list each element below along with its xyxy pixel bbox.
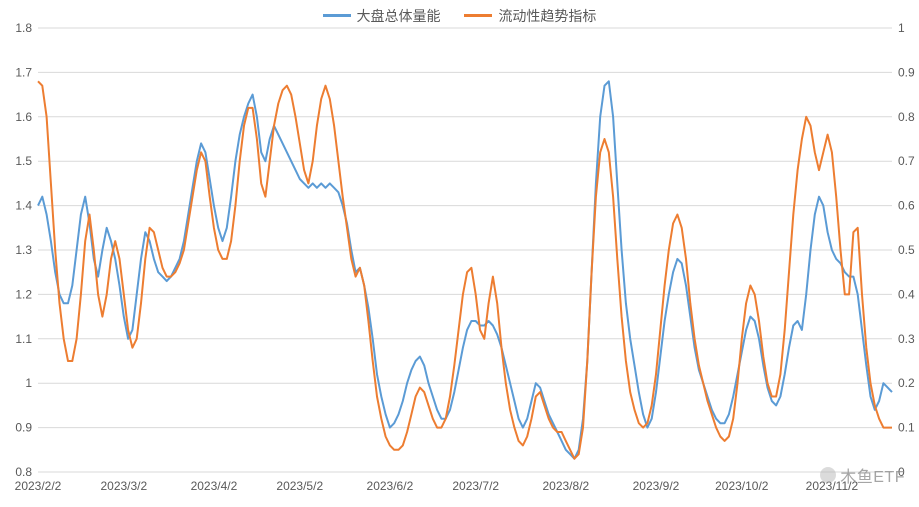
legend-label-2: 流动性趋势指标 [498, 6, 596, 26]
svg-text:0: 0 [898, 465, 905, 479]
legend-swatch-1 [323, 14, 351, 17]
svg-text:0.7: 0.7 [898, 154, 915, 168]
svg-text:1.3: 1.3 [15, 243, 32, 257]
svg-text:2023/4/2: 2023/4/2 [191, 479, 238, 493]
legend-item-series1: 大盘总体量能 [323, 6, 441, 26]
svg-text:1.4: 1.4 [15, 199, 32, 213]
svg-text:1.6: 1.6 [15, 110, 32, 124]
legend: 大盘总体量能 流动性趋势指标 [0, 4, 919, 26]
svg-text:1: 1 [25, 376, 32, 390]
svg-text:2023/8/2: 2023/8/2 [542, 479, 589, 493]
svg-text:1.2: 1.2 [15, 287, 32, 301]
legend-label-1: 大盘总体量能 [357, 6, 441, 26]
svg-text:1.5: 1.5 [15, 154, 32, 168]
svg-text:0.3: 0.3 [898, 332, 915, 346]
svg-text:2023/3/2: 2023/3/2 [100, 479, 147, 493]
svg-text:0.9: 0.9 [15, 421, 32, 435]
svg-text:2023/2/2: 2023/2/2 [15, 479, 62, 493]
svg-text:0.9: 0.9 [898, 65, 915, 79]
svg-text:1.7: 1.7 [15, 65, 32, 79]
svg-text:2023/10/2: 2023/10/2 [715, 479, 769, 493]
svg-text:2023/6/2: 2023/6/2 [367, 479, 414, 493]
svg-text:2023/5/2: 2023/5/2 [276, 479, 323, 493]
legend-item-series2: 流动性趋势指标 [464, 6, 596, 26]
svg-text:2023/9/2: 2023/9/2 [633, 479, 680, 493]
svg-text:0.5: 0.5 [898, 243, 915, 257]
svg-text:1.1: 1.1 [15, 332, 32, 346]
svg-text:0.2: 0.2 [898, 376, 915, 390]
svg-text:0.8: 0.8 [15, 465, 32, 479]
svg-text:2023/7/2: 2023/7/2 [452, 479, 499, 493]
legend-swatch-2 [464, 14, 492, 17]
svg-text:0.6: 0.6 [898, 199, 915, 213]
svg-text:0.4: 0.4 [898, 287, 915, 301]
svg-text:0.8: 0.8 [898, 110, 915, 124]
svg-text:0.1: 0.1 [898, 421, 915, 435]
dual-axis-line-chart: 0.80.911.11.21.31.41.51.61.71.800.10.20.… [0, 0, 919, 507]
svg-text:2023/11/2: 2023/11/2 [806, 479, 859, 493]
